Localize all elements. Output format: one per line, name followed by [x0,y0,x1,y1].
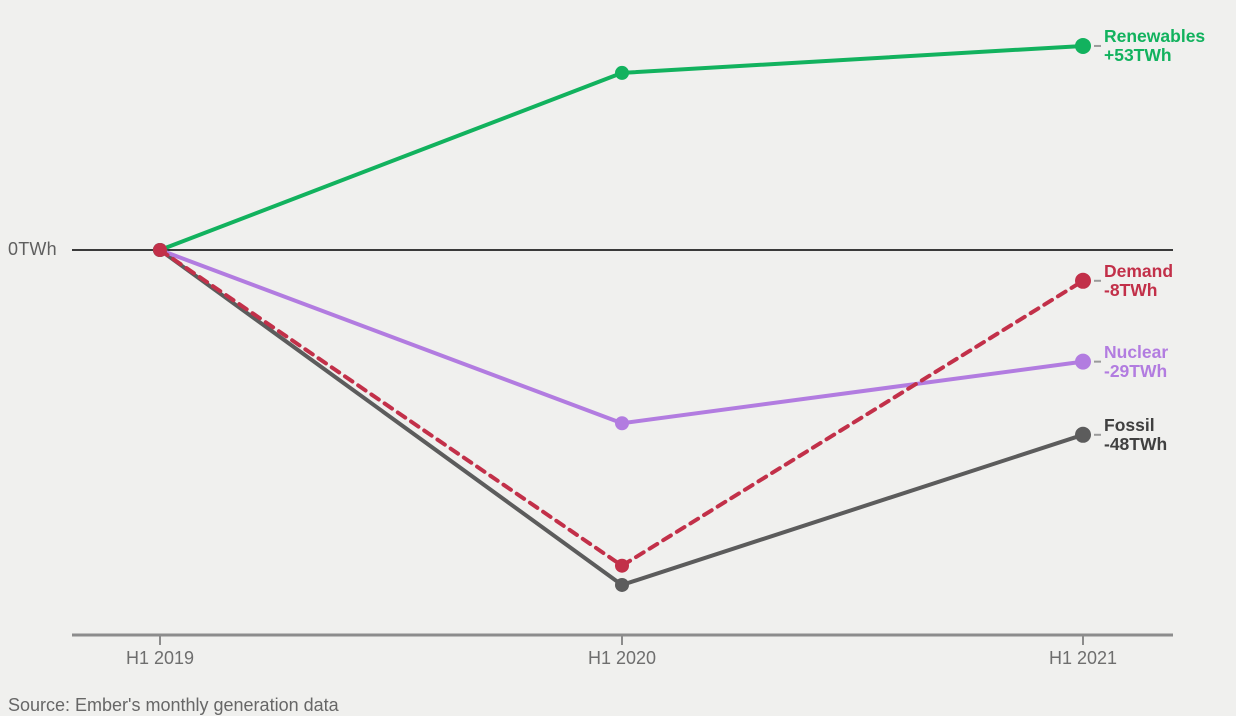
series-name: Nuclear [1104,341,1169,362]
series-name: Demand [1104,260,1174,281]
y-axis-zero-label: 0TWh [8,239,57,260]
x-axis-tick-label: H1 2019 [125,648,195,668]
series-name: Renewables [1104,25,1206,46]
series-delta-value: -29TWh [1104,360,1168,381]
data-point-demand [153,243,167,257]
data-point-nuclear [615,416,629,431]
series-label-renewables: Renewables +53TWh [1104,25,1206,65]
data-point-demand [615,558,629,573]
series-line-demand [158,248,1085,568]
series-label-fossil: Fossil -48TWh [1104,414,1168,454]
x-axis-tick-label: H1 2021 [1048,648,1118,668]
series-delta-value: -8TWh [1104,279,1158,300]
series-line-nuclear [158,248,1085,426]
series-delta-value: -48TWh [1104,433,1168,454]
data-point-nuclear [1075,353,1091,370]
data-point-fossil [615,577,629,592]
series-delta-value: +53TWh [1104,44,1172,65]
series-label-nuclear: Nuclear -29TWh [1104,341,1169,381]
series-label-demand: Demand -8TWh [1104,260,1174,300]
data-point-fossil [1075,426,1091,443]
x-axis-tick-label: H1 2020 [587,648,657,668]
data-point-demand [1075,272,1091,289]
data-point-renewables [615,65,629,80]
source-note: Source: Ember's monthly generation data [8,695,339,715]
series-name: Fossil [1104,414,1155,435]
data-point-renewables [1075,37,1091,54]
